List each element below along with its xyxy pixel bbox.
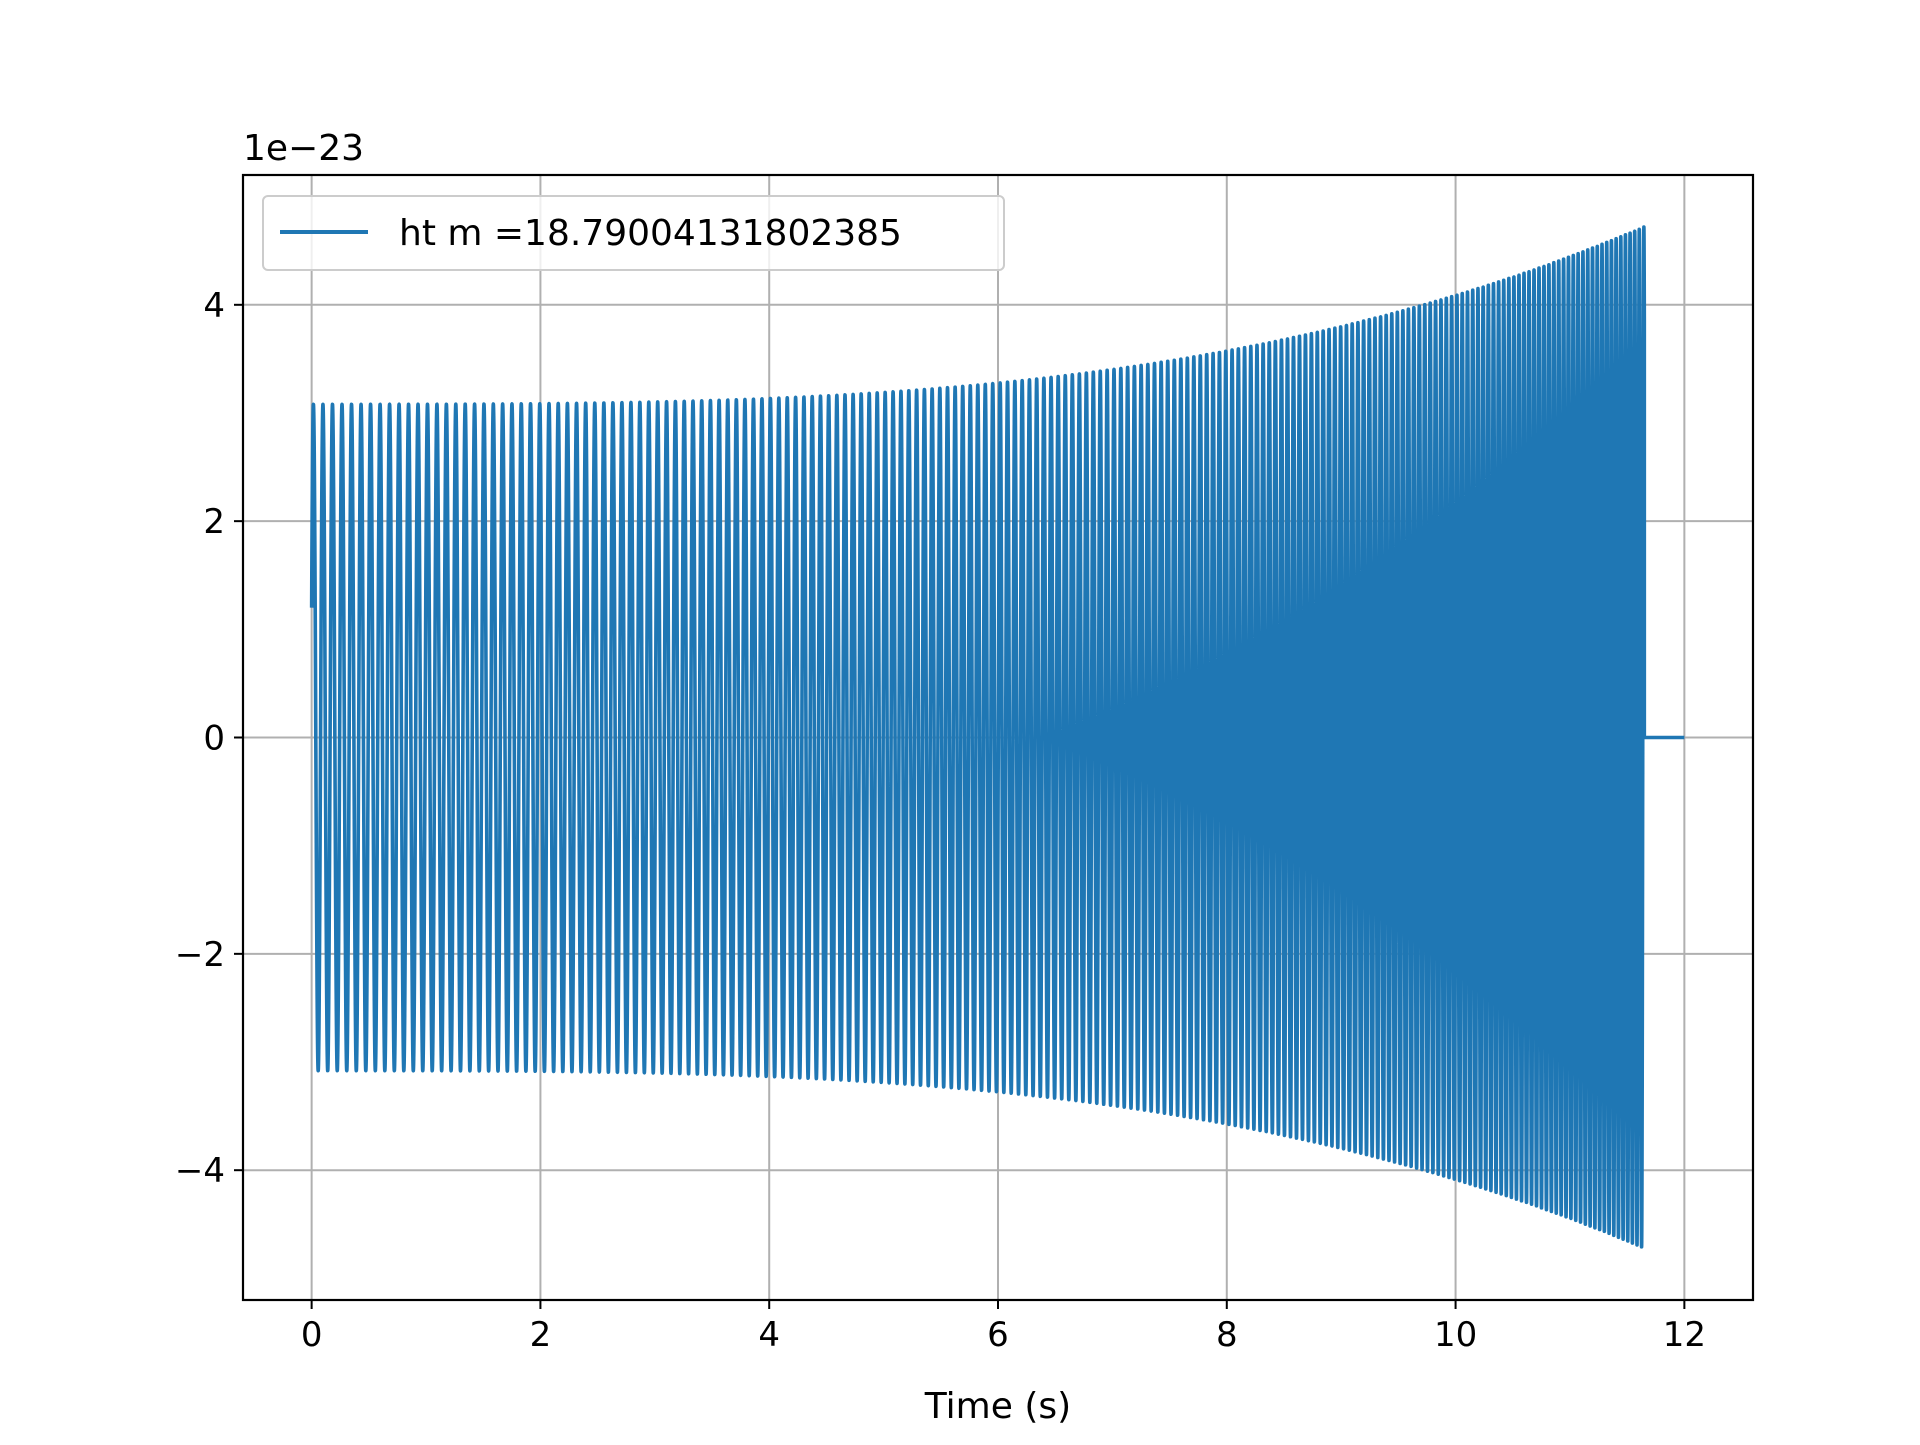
legend-box [262, 195, 1005, 271]
x-tick-label: 8 [1216, 1315, 1238, 1355]
y-tick-label: 0 [203, 719, 225, 759]
y-tick-label: 2 [203, 502, 225, 542]
x-tick-label: 10 [1434, 1315, 1477, 1355]
legend: ht m =18.79004131802385 [262, 195, 1005, 271]
x-tick-label: 4 [758, 1315, 780, 1355]
x-tick-label: 12 [1663, 1315, 1706, 1355]
y-tick-label: −4 [175, 1151, 225, 1191]
series-line [309, 225, 1685, 1249]
x-tick-label: 0 [301, 1315, 323, 1355]
y-tick-label: 4 [203, 286, 225, 326]
x-tick-label: 2 [530, 1315, 552, 1355]
x-tick-label: 6 [987, 1315, 1009, 1355]
ticks: 0 2 4 6 8 10 12 −4 −2 0 2 4 [175, 286, 1706, 1355]
series-layer [309, 225, 1685, 1249]
y-tick-label: −2 [175, 935, 225, 975]
y-offset-label: 1e−23 [243, 128, 364, 169]
legend-entry-label: ht m =18.79004131802385 [399, 213, 902, 254]
x-axis-label: Time (s) [924, 1386, 1071, 1427]
